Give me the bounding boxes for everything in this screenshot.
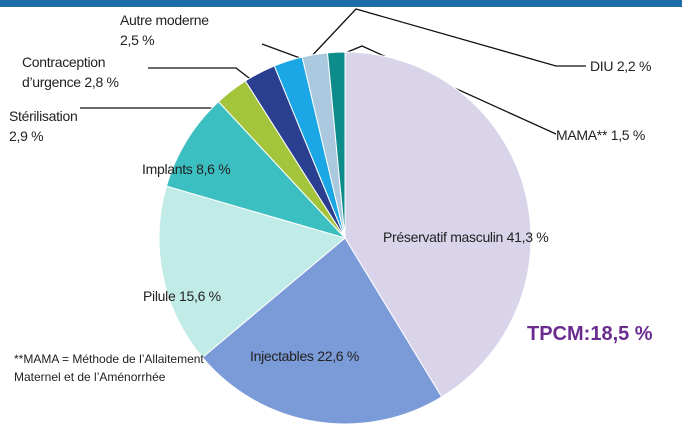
category-label: Autre moderne bbox=[120, 12, 209, 28]
value-label: 41,3 % bbox=[506, 229, 549, 245]
value-label: 2,5 % bbox=[120, 32, 155, 48]
leader-line bbox=[307, 8, 586, 67]
slice-label: Implants 8,6 % bbox=[142, 159, 242, 179]
value-label: 2,2 % bbox=[616, 58, 652, 74]
slice-label: Préservatif masculin 41,3 % bbox=[383, 227, 613, 247]
slice bbox=[344, 51, 532, 398]
slice-label: Autre moderne 2,5 % bbox=[120, 10, 250, 50]
slice-label: Stérilisation 2,9 % bbox=[9, 106, 109, 146]
category-label: Pilule bbox=[143, 288, 176, 304]
slice bbox=[158, 185, 347, 359]
value-label: 1,5 % bbox=[610, 127, 646, 143]
category-label: Implants bbox=[142, 161, 193, 177]
slice-label: Injectables 22,6 % bbox=[250, 346, 410, 366]
value-label: 22,6 % bbox=[317, 348, 360, 364]
value-label: 2,9 % bbox=[9, 128, 44, 144]
slice-label: Pilule 15,6 % bbox=[143, 286, 253, 306]
category-label: MAMA** bbox=[556, 127, 608, 143]
value-label: 15,6 % bbox=[179, 288, 221, 304]
slice-label: MAMA** 1,5 % bbox=[556, 125, 682, 145]
slice bbox=[165, 100, 347, 239]
slice-label: DIU 2,2 % bbox=[590, 56, 680, 76]
footnote: **MAMA = Méthode de l’Allaitement Matern… bbox=[14, 352, 204, 384]
annotation: TPCM:18,5 % bbox=[527, 323, 653, 345]
leader-line bbox=[261, 43, 301, 59]
slice-label: Contraception d’urgence 2,8 % bbox=[22, 52, 150, 92]
header-bar bbox=[0, 0, 682, 7]
category-label: Stérilisation bbox=[9, 108, 78, 124]
value-label: 8,6 % bbox=[196, 161, 231, 177]
slice bbox=[326, 51, 346, 239]
category-label: DIU bbox=[590, 58, 614, 74]
category-label: Contraception d’urgence bbox=[22, 54, 106, 90]
value-label: 2,8 % bbox=[84, 74, 119, 90]
slice bbox=[201, 237, 443, 425]
pie bbox=[158, 51, 532, 425]
category-label: Injectables bbox=[250, 348, 314, 364]
category-label: Préservatif masculin bbox=[383, 229, 504, 245]
